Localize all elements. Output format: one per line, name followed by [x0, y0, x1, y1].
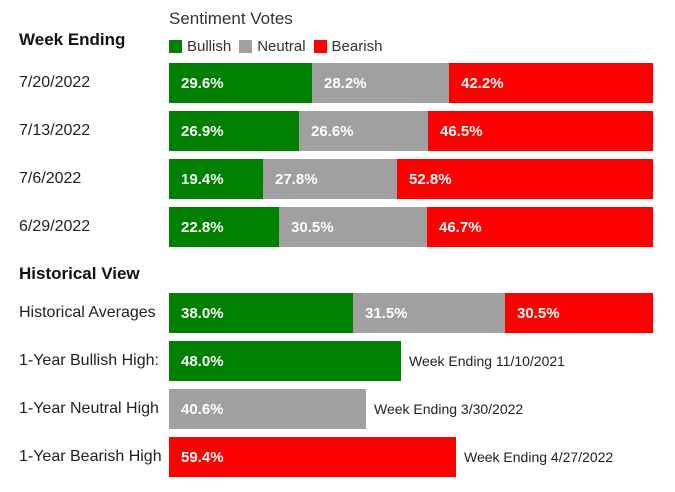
year-high-bar-bearish: 59.4% [169, 437, 456, 477]
legend-swatch-bearish [313, 39, 327, 53]
year-high-note-bearish: Week Ending 4/27/2022 [464, 449, 614, 465]
legend-item-bearish: Bearish [313, 37, 383, 55]
legend: Bullish Neutral Bearish [169, 37, 390, 55]
legend-swatch-neutral [239, 39, 253, 53]
historical-view-heading: Historical View [19, 264, 140, 283]
legend-label-neutral: Neutral [257, 37, 306, 55]
bar-segment-neutral: 30.5% [279, 207, 427, 247]
year-high-label-neutral: 1-Year Neutral High [19, 400, 159, 417]
bar-segment-neutral: 28.2% [312, 63, 449, 103]
bar-segment-bearish: 52.8% [397, 159, 653, 199]
bar-segment-bullish: 26.9% [169, 111, 299, 151]
week-label: 6/29/2022 [19, 218, 91, 235]
year-high-bar-neutral: 40.6% [169, 389, 366, 429]
year-high-label-bearish: 1-Year Bearish High [19, 448, 162, 465]
bar-segment-bullish: 22.8% [169, 207, 279, 247]
year-high-bar-bullish: 48.0% [169, 341, 401, 381]
bar-segment-neutral: 26.6% [299, 111, 428, 151]
legend-item-neutral: Neutral [239, 37, 306, 55]
chart-title: Sentiment Votes [169, 9, 293, 28]
bar-segment-bullish: 19.4% [169, 159, 263, 199]
legend-label-bearish: Bearish [331, 37, 383, 55]
legend-swatch-bullish [169, 39, 182, 53]
year-high-note-bullish: Week Ending 11/10/2021 [409, 353, 565, 369]
year-high-label-bullish: 1-Year Bullish High: [19, 352, 159, 369]
historical-average-segment-bearish: 30.5% [505, 293, 653, 333]
bar-segment-bullish: 29.6% [169, 63, 312, 103]
week-label: 7/6/2022 [19, 170, 82, 187]
bar-segment-bearish: 46.5% [428, 111, 653, 151]
legend-item-bullish: Bullish [169, 38, 231, 55]
week-ending-heading: Week Ending [19, 30, 126, 49]
bar-segment-neutral: 27.8% [263, 159, 397, 199]
historical-averages-label: Historical Averages [19, 304, 156, 321]
week-label: 7/13/2022 [19, 122, 91, 139]
year-high-note-neutral: Week Ending 3/30/2022 [374, 401, 524, 417]
week-label: 7/20/2022 [19, 74, 91, 91]
bar-segment-bearish: 42.2% [449, 63, 653, 103]
legend-label-bullish: Bullish [187, 37, 232, 55]
historical-average-segment-bullish: 38.0% [169, 293, 353, 333]
historical-average-segment-neutral: 31.5% [353, 293, 505, 333]
bar-segment-bearish: 46.7% [427, 207, 653, 247]
